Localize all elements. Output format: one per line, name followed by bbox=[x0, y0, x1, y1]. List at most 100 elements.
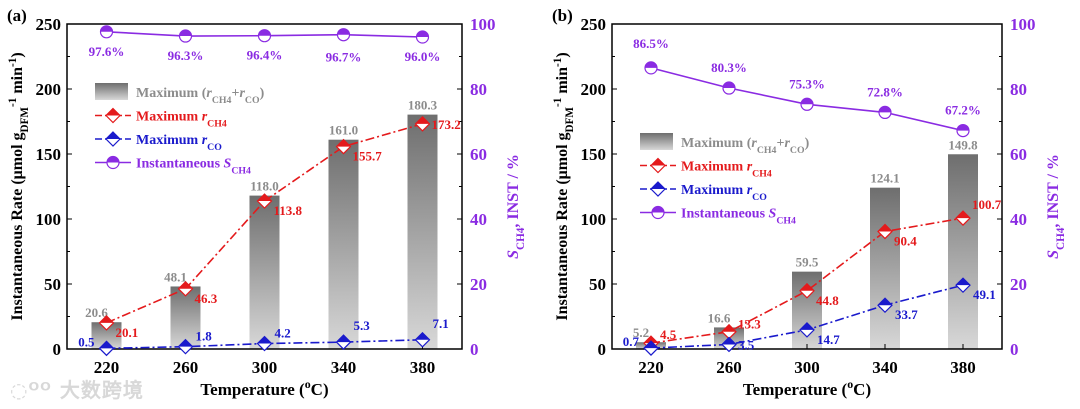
y2-tick-label: 0 bbox=[470, 340, 479, 359]
selectivity-marker-fill bbox=[337, 28, 350, 35]
co-marker-fill bbox=[956, 278, 970, 286]
ch4-value-label: 13.3 bbox=[738, 317, 761, 332]
co-marker-fill bbox=[257, 336, 272, 344]
chart-panel-a: 20.6 48.1 118.0 161.0 180.3 0 50 100 150 200 250 0 2… bbox=[7, 6, 527, 399]
y-tick-label: 150 bbox=[581, 145, 607, 164]
legend-label: Instantaneous SCH4 bbox=[136, 157, 251, 177]
co-marker-fill bbox=[415, 332, 430, 340]
ch4-value-label: 46.3 bbox=[195, 291, 218, 306]
ch4-marker-fill bbox=[336, 139, 351, 147]
co-value-label: 0.7 bbox=[623, 334, 640, 349]
ch4-marker-fill bbox=[99, 315, 114, 323]
bar-value-label: 20.6 bbox=[85, 305, 108, 320]
legend-marker-fill bbox=[651, 158, 665, 166]
co-marker-fill bbox=[722, 337, 736, 345]
legend-marker-fill bbox=[651, 182, 665, 189]
x-tick-label: 260 bbox=[716, 358, 742, 377]
y2-tick-label: 60 bbox=[1010, 145, 1027, 164]
selectivity-value-label: 75.3% bbox=[789, 76, 825, 91]
selectivity-value-label: 96.3% bbox=[168, 48, 204, 63]
legend-marker-fill bbox=[106, 108, 120, 116]
x-tick-label: 340 bbox=[872, 358, 898, 377]
co-marker-fill bbox=[336, 335, 351, 343]
bar-value-label: 161.0 bbox=[329, 123, 358, 138]
y2-tick-label: 0 bbox=[1010, 340, 1019, 359]
y-tick-label: 200 bbox=[36, 80, 62, 99]
y2-tick-label: 40 bbox=[1010, 210, 1027, 229]
selectivity-marker-fill bbox=[179, 30, 192, 37]
co-value-label: 4.2 bbox=[275, 326, 291, 341]
bar-value-label: 180.3 bbox=[408, 98, 438, 113]
co-marker-fill bbox=[178, 339, 193, 347]
ch4-value-label: 20.1 bbox=[116, 325, 139, 340]
co-value-label: 1.8 bbox=[196, 329, 213, 344]
y-tick-label: 150 bbox=[36, 145, 62, 164]
bar bbox=[870, 187, 900, 349]
legend-label: Maximum rCO bbox=[681, 183, 767, 203]
selectivity-marker-fill bbox=[879, 106, 891, 113]
legend-marker-fill bbox=[106, 132, 120, 139]
x-tick-label: 260 bbox=[173, 358, 199, 377]
bar-value-label: 48.1 bbox=[164, 269, 187, 284]
bar bbox=[407, 114, 438, 349]
y-axis-title: Instantaneous Rate (μmol gDFM-1 min-1) bbox=[7, 52, 31, 320]
y2-tick-label: 20 bbox=[470, 275, 487, 294]
x-tick-label: 220 bbox=[638, 358, 664, 377]
legend-label: Maximum (rCH4+rCO) bbox=[681, 136, 810, 156]
bar bbox=[249, 195, 280, 349]
y2-tick-label: 100 bbox=[470, 15, 496, 34]
bar-value-label: 16.6 bbox=[708, 310, 731, 325]
ch4-value-label: 100.7 bbox=[972, 197, 1002, 212]
selectivity-marker-fill bbox=[801, 98, 813, 105]
ch4-marker-fill bbox=[722, 324, 736, 332]
legend-marker-fill bbox=[652, 206, 664, 213]
y-tick-label: 200 bbox=[581, 80, 607, 99]
x-tick-label: 220 bbox=[94, 358, 120, 377]
ch4-value-label: 4.5 bbox=[660, 327, 677, 342]
ch4-marker-fill bbox=[800, 283, 814, 291]
co-value-label: 33.7 bbox=[895, 307, 918, 322]
selectivity-marker-fill bbox=[645, 61, 657, 68]
selectivity-value-label: 96.4% bbox=[247, 48, 283, 63]
y2-tick-label: 80 bbox=[470, 80, 487, 99]
panel-label: (b) bbox=[552, 6, 573, 25]
co-value-label: 14.7 bbox=[817, 332, 840, 347]
y2-axis-title: SCH4, INST / % bbox=[1045, 154, 1067, 259]
x-tick-label: 300 bbox=[794, 358, 820, 377]
co-value-label: 5.3 bbox=[354, 318, 371, 333]
x-axis-title: Temperature (oC) bbox=[200, 377, 328, 399]
chart-panel-b: 5.2 16.6 59.5 124.1 149.8 0 50 100 150 200 250 0 20 4… bbox=[552, 6, 1067, 399]
selectivity-value-label: 96.0% bbox=[405, 49, 441, 64]
y2-tick-label: 80 bbox=[1010, 80, 1027, 99]
bar bbox=[948, 154, 978, 349]
y2-tick-label: 60 bbox=[470, 145, 487, 164]
selectivity-marker-fill bbox=[416, 31, 429, 37]
y2-tick-label: 20 bbox=[1010, 275, 1027, 294]
selectivity-value-label: 97.6% bbox=[89, 44, 125, 59]
selectivity-marker-fill bbox=[957, 124, 969, 131]
y-tick-label: 250 bbox=[36, 15, 62, 34]
ch4-marker-fill bbox=[415, 116, 430, 124]
x-tick-label: 380 bbox=[410, 358, 436, 377]
bar-value-label: 5.2 bbox=[633, 325, 649, 340]
bar-value-label: 124.1 bbox=[870, 171, 899, 186]
legend-label: Maximum (rCH4+rCO) bbox=[136, 86, 265, 106]
ch4-marker-fill bbox=[644, 336, 658, 344]
legend-marker-fill bbox=[107, 156, 119, 163]
y-tick-label: 100 bbox=[581, 210, 607, 229]
y-tick-label: 0 bbox=[598, 340, 607, 359]
co-marker-fill bbox=[800, 322, 814, 330]
watermark-logo: ◌ᴼᴼ 大数跨境 bbox=[10, 378, 144, 402]
legend: Maximum (rCH4+rCO) Maximum rCH4 Maximum rC… bbox=[640, 133, 810, 226]
bar bbox=[170, 286, 201, 349]
bar bbox=[328, 139, 359, 349]
selectivity-value-label: 67.2% bbox=[945, 103, 981, 118]
legend-swatch-bar bbox=[95, 83, 128, 100]
ch4-marker-fill bbox=[257, 194, 272, 202]
co-value-label: 0.5 bbox=[78, 334, 95, 349]
legend-label: Instantaneous SCH4 bbox=[681, 207, 796, 227]
x-tick-label: 340 bbox=[331, 358, 357, 377]
y-tick-label: 250 bbox=[581, 15, 607, 34]
co-marker-fill bbox=[644, 341, 658, 349]
